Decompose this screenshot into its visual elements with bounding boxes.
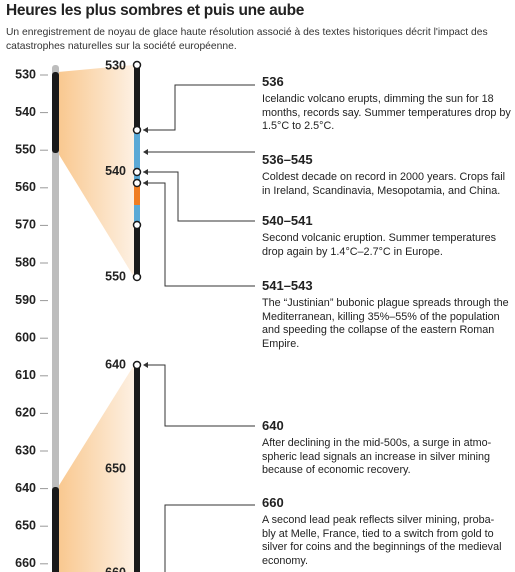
cold-decade xyxy=(134,130,140,225)
event-text: spheric lead signals an increase in silv… xyxy=(262,450,491,463)
zoom-label: 550 xyxy=(105,269,126,283)
zoom-label: 530 xyxy=(105,58,126,72)
event: 540–541 Second volcanic eruption. Summer … xyxy=(262,213,496,259)
subtitle: Un enregistrement de noyau de glace haut… xyxy=(6,27,488,52)
axis-label: 590 xyxy=(15,293,36,307)
highlight-segment xyxy=(52,487,59,572)
event: 640 After declining in the mid-500s, a su… xyxy=(262,418,491,478)
axis-label: 570 xyxy=(15,218,36,232)
highlight-segment xyxy=(52,72,59,153)
axis-label: 630 xyxy=(15,443,36,457)
zoom-label: 650 xyxy=(105,461,126,475)
event-text: months, records say. Summer temperatures… xyxy=(262,106,511,119)
event-text: Empire. xyxy=(262,337,300,350)
axis-label: 640 xyxy=(15,481,36,495)
event-text: drop again by 1.4°C–2.7°C in Europe. xyxy=(262,245,443,258)
markers xyxy=(132,60,142,370)
event-text: The “Justinian” bubonic plague spreads t… xyxy=(262,297,509,309)
event-text: Mediterranean, killing 35%–55% of the po… xyxy=(262,310,500,323)
event-text: bly at Melle, France, tied to a switch f… xyxy=(262,527,494,540)
event-text: because of economic recovery. xyxy=(262,464,411,476)
event-text: silver for coins and the beginnings of t… xyxy=(262,541,502,553)
axis-label: 660 xyxy=(15,556,36,570)
zoom-label: 640 xyxy=(105,357,126,371)
zoom-bar xyxy=(134,365,140,572)
zoom-label: 540 xyxy=(105,164,126,178)
leader-lines xyxy=(143,84,255,572)
event-text: Icelandic volcano erupts, dimming the su… xyxy=(262,93,494,105)
axis-label: 620 xyxy=(15,406,36,420)
axis-label: 610 xyxy=(15,368,36,382)
event: 536–545 Coldest decade on record in 2000 … xyxy=(262,152,505,198)
event-heading: 541–543 xyxy=(262,278,313,293)
arrowheads xyxy=(143,127,148,368)
axis-label: 580 xyxy=(15,255,36,269)
event-heading: 536–545 xyxy=(262,152,313,167)
axis-label: 550 xyxy=(15,142,36,156)
zoom-funnel xyxy=(58,65,134,277)
event-text: and speeding the collapse of the eastern… xyxy=(262,324,495,336)
event: 536 Icelandic volcano erupts, dimming the… xyxy=(262,74,511,134)
axis-label: 560 xyxy=(15,180,36,194)
event-text: in Ireland, Scandinavia, Mesopotamia, an… xyxy=(262,184,501,197)
event-text: Coldest decade on record in 2000 years. … xyxy=(262,171,506,183)
axis-label: 650 xyxy=(15,518,36,532)
event-heading: 536 xyxy=(262,74,284,89)
event: 541–543 The “Justinian” bubonic plague sp… xyxy=(262,278,509,351)
zoom-funnel xyxy=(58,365,134,572)
event: 660 A second lead peak reflects silver mi… xyxy=(262,495,501,568)
full-timeline xyxy=(52,65,59,572)
axis-label: 540 xyxy=(15,105,36,119)
title: Heures les plus sombres et puis une aube xyxy=(6,2,305,19)
axis-label: 600 xyxy=(15,330,36,344)
axis-label: 530 xyxy=(15,67,36,81)
plague-period xyxy=(134,183,140,205)
zoom-label: 660 xyxy=(105,565,126,572)
event-heading: 540–541 xyxy=(262,213,313,228)
event-text: Second volcanic eruption. Summer tempera… xyxy=(262,232,497,244)
event-text: 1.5°C to 2.5°C. xyxy=(262,120,335,132)
event-heading: 660 xyxy=(262,495,284,510)
event-text: After declining in the mid-500s, a surge… xyxy=(262,437,492,449)
event-text: economy. xyxy=(262,554,309,567)
event-heading: 640 xyxy=(262,418,284,433)
event-text: A second lead peak reflects silver minin… xyxy=(262,514,495,526)
